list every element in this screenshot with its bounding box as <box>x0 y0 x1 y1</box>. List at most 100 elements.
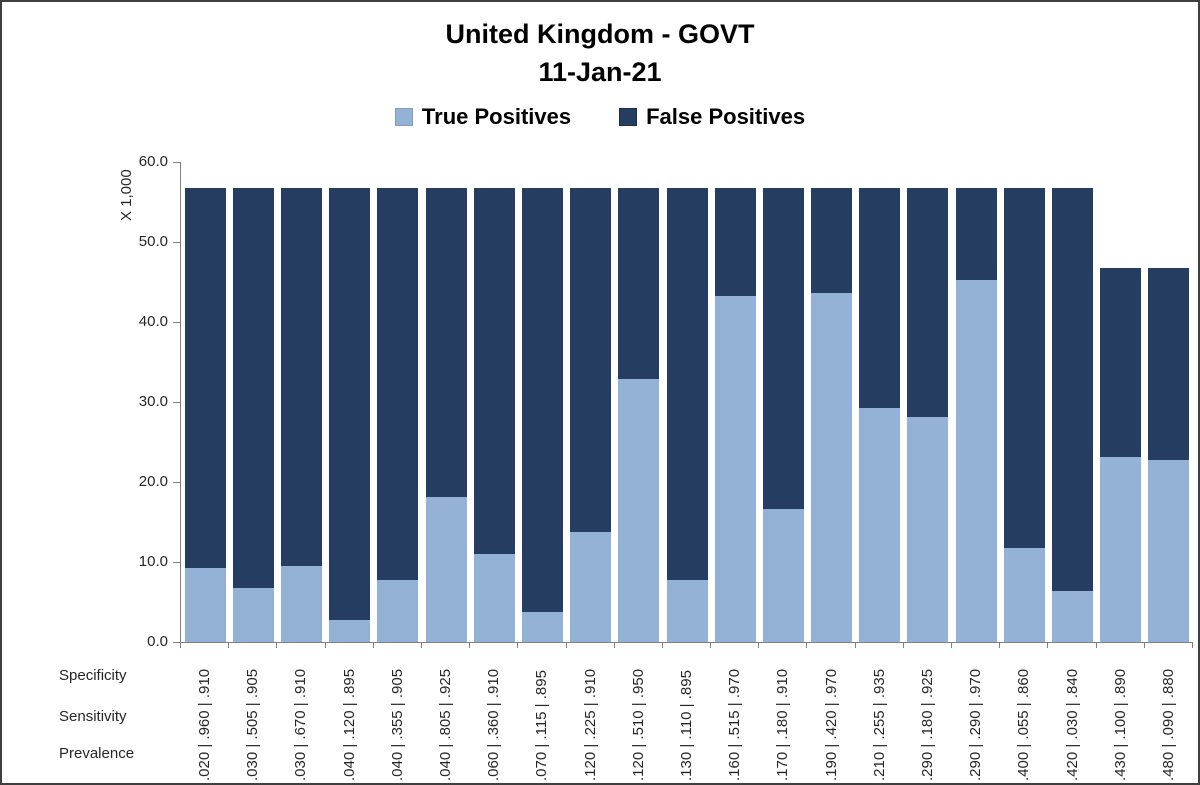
bar <box>762 188 804 642</box>
bar-segment-false-positives <box>666 188 708 581</box>
bar-segment-false-positives <box>473 188 515 554</box>
bar <box>425 188 467 642</box>
bar <box>907 188 949 642</box>
x-axis-category-label: .030 | .505 | .905 <box>244 668 262 781</box>
bar-segment-false-positives <box>1100 268 1142 458</box>
bar <box>232 188 274 642</box>
x-axis-tick <box>228 643 230 648</box>
bar-segment-false-positives <box>521 188 563 612</box>
bar-segment-true-positives <box>1148 459 1190 642</box>
x-axis-category-label: .060 | .360 | .910 <box>485 668 503 781</box>
y-axis-tick-label: 20.0 <box>138 473 168 490</box>
bar-segment-true-positives <box>377 579 419 642</box>
x-axis-tick <box>517 643 519 648</box>
bar-segment-false-positives <box>714 188 756 297</box>
bar <box>1100 268 1142 642</box>
legend-label-true-positives: True Positives <box>421 104 572 129</box>
bar <box>473 188 515 642</box>
bar-segment-false-positives <box>329 188 371 621</box>
bar-segment-false-positives <box>1003 188 1045 548</box>
x-axis-tick <box>999 643 1001 648</box>
x-axis-category-label: .070 | .115 | .895 <box>533 670 551 781</box>
x-axis-tick <box>180 643 181 648</box>
bar <box>521 188 563 642</box>
bar-segment-false-positives <box>907 188 949 418</box>
x-axis-category-label: .290 | .180 | .925 <box>918 668 936 781</box>
x-axis-category-label: .190 | .420 | .970 <box>822 668 840 781</box>
x-axis-category-label: .430 | .100 | .890 <box>1111 668 1129 781</box>
bar-segment-true-positives <box>666 580 708 642</box>
bar <box>618 188 660 642</box>
bar <box>1052 188 1094 642</box>
bar-segment-true-positives <box>762 509 804 642</box>
legend-item-true-positives: True Positives <box>394 104 572 130</box>
x-axis-tick <box>276 643 278 648</box>
y-axis-tick <box>173 562 180 563</box>
y-axis-tick-label: 50.0 <box>138 233 168 250</box>
chart-title: United Kingdom - GOVT <box>445 19 755 49</box>
y-axis-tick <box>173 482 180 483</box>
x-axis-row-label-sensitivity: Sensitivity <box>59 708 127 725</box>
x-axis-tick <box>758 643 760 648</box>
bar-segment-true-positives <box>280 566 322 642</box>
y-axis-tick <box>173 402 180 403</box>
x-axis-tick <box>661 643 663 648</box>
x-axis-row-label-specificity: Specificity <box>59 667 127 684</box>
bar-segment-false-positives <box>570 188 612 532</box>
bar <box>811 188 853 642</box>
bar-segment-true-positives <box>521 611 563 642</box>
false-positives-swatch-icon <box>619 108 638 126</box>
bar-segment-false-positives <box>811 188 853 294</box>
legend: True Positives False Positives <box>2 104 1198 130</box>
bar-segment-true-positives <box>859 407 901 642</box>
bar-segment-false-positives <box>955 188 997 280</box>
bar <box>1148 268 1190 642</box>
x-axis-category-label: .120 | .510 | .950 <box>629 668 647 781</box>
bar-segment-true-positives <box>184 568 226 642</box>
bar-segment-false-positives <box>1052 188 1094 591</box>
bar-segment-false-positives <box>232 188 274 589</box>
x-axis-category-label: .480 | .090 | .880 <box>1159 668 1177 781</box>
bar-segment-true-positives <box>907 417 949 642</box>
y-axis-tick-label: 30.0 <box>138 393 168 410</box>
y-axis-tick <box>173 322 180 323</box>
x-axis-tick <box>372 643 374 648</box>
y-axis-tick-label: 10.0 <box>138 553 168 570</box>
bar-segment-false-positives <box>280 188 322 566</box>
x-axis-row-label-prevalence: Prevalence <box>59 745 135 762</box>
legend-item-false-positives: False Positives <box>619 104 805 130</box>
x-axis-category-label: .290 | .290 | .970 <box>967 668 985 781</box>
bar <box>859 188 901 642</box>
bar-segment-true-positives <box>811 293 853 642</box>
bar-segment-false-positives <box>762 188 804 510</box>
bar <box>280 188 322 642</box>
bar-segment-false-positives <box>1148 268 1190 460</box>
x-axis-tick <box>951 643 953 648</box>
bar <box>1003 188 1045 642</box>
bar <box>570 188 612 642</box>
bar-segment-false-positives <box>377 188 419 580</box>
x-axis-tick <box>1143 643 1145 648</box>
x-axis-category-label: .040 | .805 | .925 <box>437 668 455 781</box>
x-axis-tick <box>420 643 422 648</box>
y-axis-tick-label: 0.0 <box>147 633 168 650</box>
x-axis-category-label: .130 | .110 | .895 <box>678 670 695 781</box>
bar <box>714 188 756 642</box>
bar-segment-true-positives <box>1052 590 1094 642</box>
bar <box>377 188 419 642</box>
y-axis-tick-label: 60.0 <box>138 153 168 170</box>
x-axis-tick <box>1095 643 1097 648</box>
bar-segment-false-positives <box>425 188 467 498</box>
x-axis-category-label: .040 | .355 | .905 <box>388 668 406 781</box>
bar-segment-true-positives <box>232 588 274 642</box>
bar <box>955 188 997 642</box>
x-axis-tick <box>565 643 567 648</box>
x-axis-category-label: .400 | .055 | .860 <box>1015 668 1033 781</box>
bar-segment-true-positives <box>618 378 660 642</box>
x-axis-category-label: .020 | .960 | .910 <box>196 668 214 781</box>
bar <box>666 188 708 642</box>
bar-segment-false-positives <box>859 188 901 408</box>
x-axis-category-label: .420 | .030 | .840 <box>1063 668 1081 781</box>
bar <box>329 188 371 642</box>
